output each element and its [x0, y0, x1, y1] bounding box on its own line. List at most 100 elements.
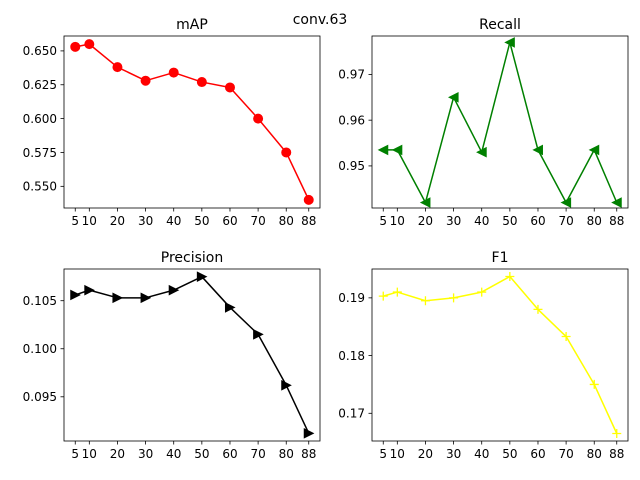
axes-frame — [371, 35, 629, 209]
x-tick-label: 5 — [379, 447, 387, 461]
x-tick-label: 50 — [502, 214, 517, 228]
x-tick-label: 50 — [194, 214, 209, 228]
data-point — [505, 272, 515, 282]
x-tick-label: 40 — [166, 447, 181, 461]
y-tick-label: 0.97 — [338, 68, 365, 82]
data-point — [612, 428, 622, 438]
data-point — [281, 147, 292, 158]
data-point — [224, 302, 236, 313]
x-tick-label: 20 — [110, 447, 125, 461]
y-tick-label: 0.96 — [338, 113, 365, 127]
data-point — [84, 39, 95, 50]
x-tick-label: 88 — [301, 214, 316, 228]
y-tick-label: 0.95 — [338, 159, 365, 173]
y-tick-label: 0.600 — [23, 112, 57, 126]
x-tick-label: 10 — [82, 447, 97, 461]
data-point — [589, 379, 599, 389]
x-tick-label: 40 — [474, 447, 489, 461]
x-tick-label: 30 — [138, 214, 153, 228]
data-point — [140, 292, 152, 304]
axes-frame — [371, 268, 629, 442]
data-point — [168, 284, 180, 296]
y-tick-label: 0.095 — [23, 390, 57, 404]
y-tick-label: 0.100 — [23, 342, 57, 356]
data-point — [196, 271, 208, 282]
data-point — [504, 37, 515, 48]
data-point — [224, 82, 235, 93]
data-point — [196, 77, 207, 88]
x-tick-label: 20 — [110, 214, 125, 228]
figure-suptitle: conv.63 — [293, 12, 348, 28]
x-tick-label: 5 — [71, 447, 79, 461]
data-point — [449, 293, 459, 303]
subplot-title: Precision — [161, 250, 223, 266]
data-point — [140, 75, 151, 86]
data-point — [391, 144, 403, 156]
data-point — [477, 287, 487, 297]
subplot-4: F1 5 10 20 30 40 50 60 70 80 88 0.17 0.18 0.19 — [338, 250, 629, 461]
data-point — [392, 287, 402, 297]
data-point — [70, 41, 81, 52]
data-point — [303, 428, 315, 439]
x-tick-label: 60 — [222, 447, 237, 461]
x-tick-label: 10 — [390, 447, 405, 461]
x-tick-label: 10 — [82, 214, 97, 228]
x-tick-label: 30 — [446, 214, 461, 228]
x-tick-label: 50 — [502, 447, 517, 461]
x-tick-label: 5 — [71, 214, 79, 228]
y-tick-label: 0.575 — [23, 146, 57, 160]
data-point — [588, 144, 600, 156]
subplot-1: mAP 5 10 20 30 40 50 60 70 80 88 0.550 0.575 0.600 0.6… — [23, 17, 321, 228]
x-tick-label: 50 — [194, 447, 209, 461]
data-point — [611, 197, 622, 208]
x-tick-label: 60 — [530, 214, 545, 228]
x-tick-label: 80 — [587, 214, 602, 228]
x-tick-label: 40 — [474, 214, 489, 228]
x-tick-label: 10 — [390, 214, 405, 228]
data-point — [112, 62, 123, 73]
x-tick-label: 80 — [587, 447, 602, 461]
series-line — [383, 275, 618, 434]
series-line — [383, 41, 618, 204]
data-point — [84, 284, 95, 296]
x-tick-label: 80 — [279, 214, 294, 228]
data-point — [476, 146, 487, 158]
x-tick-label: 70 — [250, 447, 265, 461]
y-tick-label: 0.18 — [338, 349, 365, 363]
subplot-title: Recall — [479, 17, 521, 33]
x-tick-label: 5 — [379, 214, 387, 228]
data-point — [281, 379, 292, 391]
data-point — [420, 296, 430, 306]
data-point — [533, 304, 543, 314]
data-point — [447, 91, 459, 103]
y-tick-label: 0.105 — [23, 294, 57, 308]
subplot-3: Precision 5 10 20 30 40 50 60 70 80 88 0.095 0.100 0.… — [23, 250, 321, 461]
data-point — [70, 289, 81, 301]
axes-frame — [63, 35, 321, 209]
y-tick-label: 0.650 — [23, 44, 57, 58]
data-point — [560, 197, 572, 208]
x-tick-label: 20 — [418, 214, 433, 228]
data-point — [377, 144, 389, 156]
data-point — [168, 67, 179, 78]
subplot-title: F1 — [492, 250, 509, 266]
data-point — [112, 292, 124, 304]
subplot-2: Recall 5 10 20 30 40 50 60 70 80 88 0.95 0.96 0.97 — [338, 17, 629, 228]
series-line — [75, 275, 310, 434]
x-tick-label: 88 — [609, 214, 624, 228]
data-point — [303, 194, 314, 205]
x-tick-label: 80 — [279, 447, 294, 461]
data-point — [378, 291, 388, 301]
y-tick-label: 0.550 — [23, 180, 57, 194]
data-point — [532, 144, 543, 156]
y-tick-label: 0.625 — [23, 78, 57, 92]
x-tick-label: 30 — [446, 447, 461, 461]
x-tick-label: 60 — [530, 447, 545, 461]
x-tick-label: 70 — [250, 214, 265, 228]
x-tick-label: 88 — [301, 447, 316, 461]
series-line — [75, 43, 310, 201]
x-tick-label: 60 — [222, 214, 237, 228]
x-tick-label: 88 — [609, 447, 624, 461]
data-point — [419, 197, 431, 208]
